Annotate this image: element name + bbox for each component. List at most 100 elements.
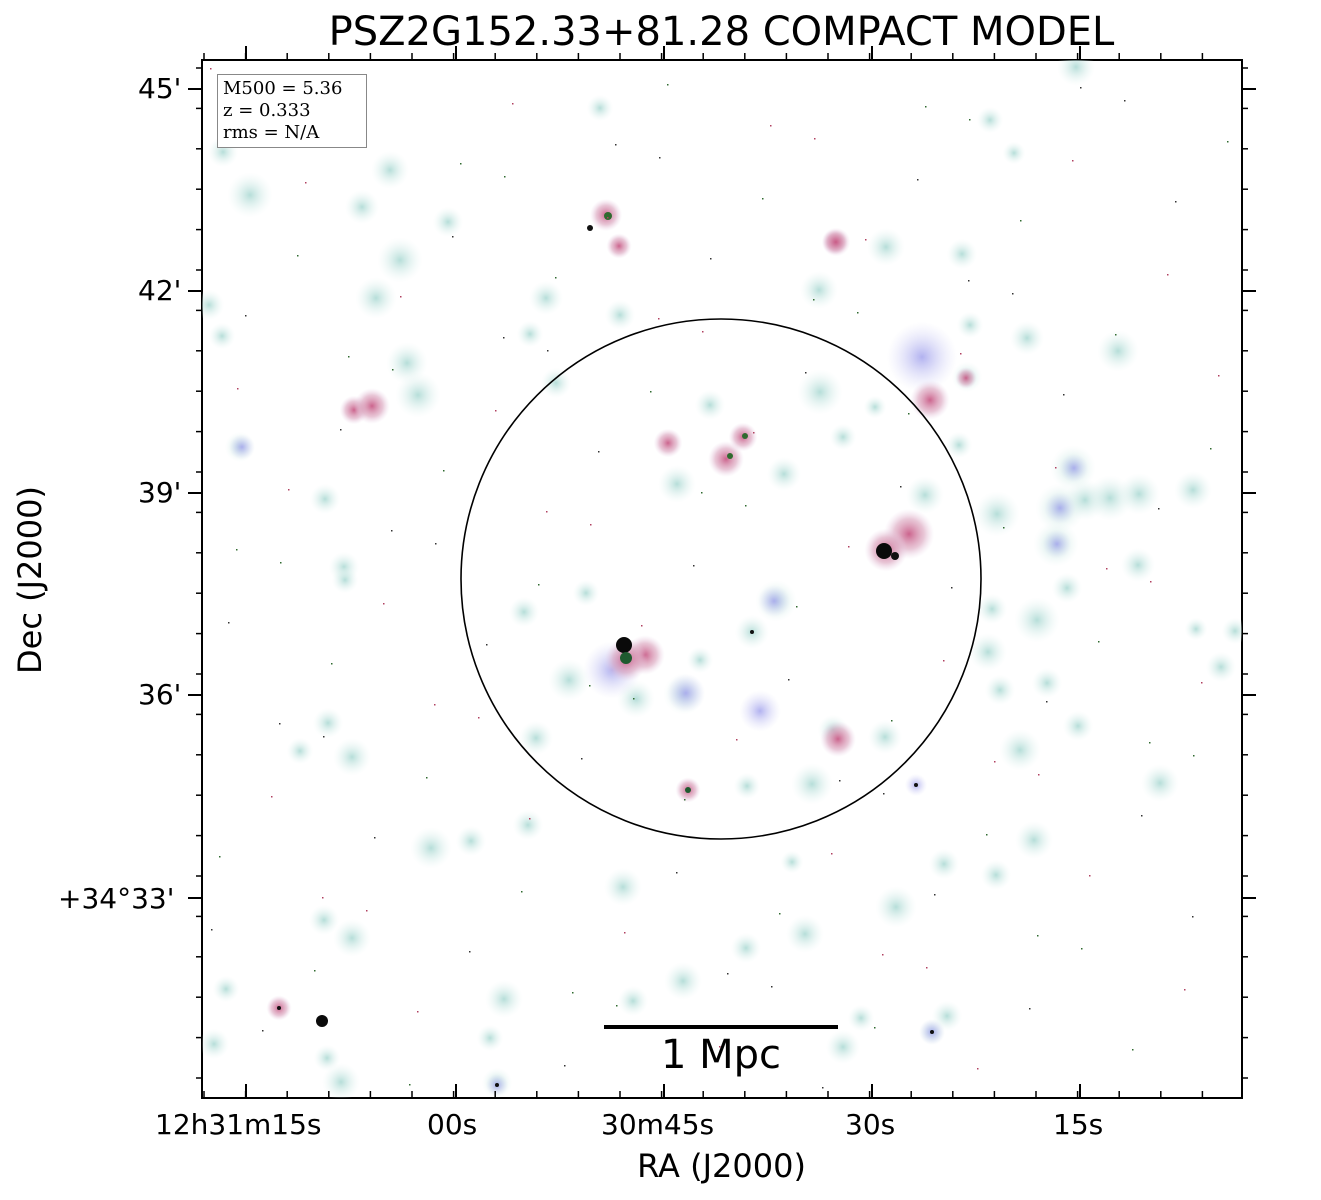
- source-halo: [730, 932, 762, 964]
- y-tick-label: +34°33': [58, 882, 175, 915]
- speckle: [538, 584, 540, 586]
- speckle: [865, 239, 867, 241]
- source-halo: [455, 825, 487, 857]
- source-halo: [976, 106, 1004, 134]
- source-blob: [1044, 492, 1076, 524]
- speckle: [908, 413, 910, 415]
- source-halo: [797, 369, 843, 415]
- speckle: [469, 951, 471, 953]
- speckle: [280, 562, 282, 564]
- speckle: [977, 1068, 979, 1070]
- speckle: [770, 125, 772, 127]
- speckle: [891, 720, 893, 722]
- speckle: [564, 1065, 566, 1067]
- source-core: [820, 721, 856, 757]
- source-halo: [586, 94, 614, 122]
- speckle: [1150, 581, 1152, 583]
- speckle: [839, 780, 841, 782]
- source-halo: [1174, 471, 1212, 509]
- speckle: [1141, 815, 1143, 817]
- speckle: [1072, 160, 1074, 162]
- speckle: [400, 296, 402, 298]
- source-halo: [766, 456, 802, 492]
- speckle: [753, 432, 755, 434]
- speckle: [1003, 527, 1005, 529]
- source-halo: [212, 975, 240, 1003]
- source-halo: [313, 1044, 341, 1072]
- source-peak: [727, 453, 733, 459]
- speckle: [392, 369, 394, 371]
- speckle: [322, 897, 324, 899]
- source-halo: [333, 919, 371, 957]
- speckle: [1080, 87, 1082, 89]
- speckle: [1063, 394, 1065, 396]
- speckle: [771, 986, 773, 988]
- source-peak: [587, 225, 593, 231]
- ticks-layer: [188, 46, 1256, 1098]
- source-halo: [780, 850, 804, 874]
- speckle: [702, 331, 704, 333]
- source-halo: [395, 372, 441, 418]
- source-halo: [540, 367, 572, 399]
- x-tick-label: 00s: [427, 1108, 478, 1141]
- speckle: [676, 872, 678, 874]
- source-halo: [786, 915, 824, 953]
- figure-title: PSZ2G152.33+81.28 COMPACT MODEL: [328, 9, 1115, 55]
- speckle: [805, 372, 807, 374]
- source-halo: [1031, 667, 1063, 699]
- source-blob: [886, 321, 958, 393]
- speckle: [1089, 875, 1091, 877]
- speckle: [745, 505, 747, 507]
- source-halo: [476, 1024, 504, 1052]
- source-halo: [1141, 764, 1179, 802]
- source-blob: [758, 585, 790, 617]
- source-peak: [742, 433, 748, 439]
- source-halo: [829, 423, 857, 451]
- speckle: [219, 856, 221, 858]
- source-halo: [867, 228, 905, 266]
- source-halo: [604, 299, 636, 331]
- speckle: [960, 353, 962, 355]
- source-halo: [344, 189, 380, 225]
- source-halo: [867, 719, 903, 755]
- source-halo: [1184, 617, 1208, 641]
- speckle: [701, 492, 703, 494]
- source-peak: [891, 552, 899, 560]
- speckle: [434, 704, 436, 706]
- speckle: [822, 1087, 824, 1089]
- speckle: [1210, 448, 1212, 450]
- y-tick-label: 42': [138, 274, 182, 307]
- speckle: [504, 176, 506, 178]
- source-halo: [1015, 821, 1053, 859]
- source-peak: [930, 1030, 934, 1034]
- source-halo: [322, 1063, 360, 1098]
- speckle: [926, 967, 928, 969]
- source-halo: [875, 886, 917, 928]
- info-legend: M500 = 5.36 z = 0.333 rms = N/A: [217, 74, 367, 148]
- speckle: [1029, 1008, 1031, 1010]
- speckle: [1149, 742, 1151, 744]
- speckle: [262, 1030, 264, 1032]
- source-halo: [694, 389, 726, 421]
- speckle: [1175, 201, 1177, 203]
- speckle: [495, 410, 497, 412]
- speckle: [237, 388, 239, 390]
- speckle: [572, 992, 574, 994]
- source-core: [606, 233, 632, 259]
- speckle: [305, 182, 307, 184]
- speckle: [736, 739, 738, 741]
- source-halo: [202, 1028, 230, 1060]
- source-halo: [371, 151, 409, 189]
- source-halo: [733, 772, 761, 800]
- legend-mass: M500 = 5.36: [223, 78, 343, 99]
- speckle: [210, 68, 212, 70]
- source-halo: [1097, 330, 1139, 372]
- source-halo: [333, 738, 371, 776]
- speckle: [814, 138, 816, 140]
- legend-redshift: z = 0.333: [223, 100, 311, 121]
- speckle: [874, 1027, 876, 1029]
- source-halo: [286, 737, 314, 765]
- source-peak: [620, 652, 632, 664]
- sources-layer: [202, 60, 1242, 1098]
- speckle: [478, 717, 480, 719]
